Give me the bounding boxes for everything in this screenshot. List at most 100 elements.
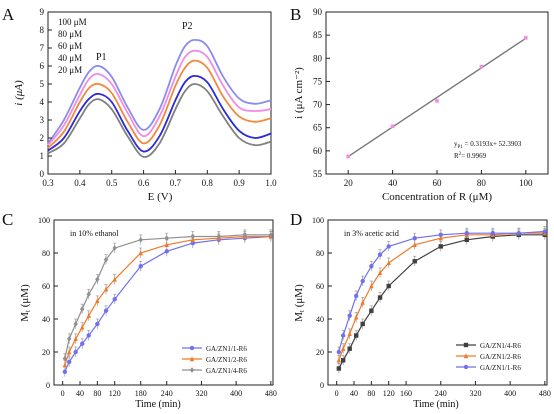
panel-c-data-point: [62, 355, 68, 362]
panel-a-ytick-label: 5: [40, 79, 45, 89]
panel-a-ytick-label: 3: [40, 115, 45, 125]
panel-d-ytick-label: 60: [316, 282, 324, 291]
panel-d-data-point: [377, 295, 383, 300]
panel-c-xtick-label: 0: [61, 389, 65, 398]
panel-d-data-point: [340, 346, 346, 351]
panel-d-xtick-label: 400: [504, 389, 516, 398]
panel-a-legend: 100 μM 80 μM 60 μM 40 μM 20 μM: [58, 17, 87, 75]
panel-b-points: [346, 36, 528, 159]
panel-c-series-line: [64, 235, 271, 366]
panel-a-ytick-label: 7: [40, 43, 45, 53]
panel-a-voltammogram: 0.3 0.4 0.5 0.6 0.7 0.8 0.9 1.0 0 1 2 3 4 5 6 7 8 9 P1 P2…: [13, 7, 277, 203]
panel-d-data-point: [347, 346, 352, 351]
panel-d-data-point: [360, 299, 365, 305]
panel-letter-b: B: [290, 5, 301, 24]
panel-d-legend: GA/ZN1/4-R6 GA/ZN1/2-R6 GA/ZN1/1-R6: [456, 342, 521, 372]
panel-c-release-ethanol: 0 40 80 120 180 240 320 400 480 0 20 40 60 80 100 in 1…: [19, 216, 277, 410]
panel-a-ytick-label: 9: [40, 7, 45, 17]
panel-a-xlabel: E (V): [148, 191, 173, 203]
panel-d-ytick-label: 100: [312, 216, 324, 225]
panel-b-xtick-label: 100: [519, 178, 533, 188]
panel-c-data-point: [86, 313, 91, 318]
panel-a-series-line: [47, 59, 272, 149]
panel-c-legend-marker: [189, 345, 195, 351]
panel-c-data-point: [112, 276, 117, 282]
panel-d-ytick-label: 40: [316, 315, 324, 324]
panel-d-annotation: in 3% acetic acid: [344, 229, 399, 238]
panel-b-ytick-label: 70: [313, 100, 323, 110]
panel-c-ylabel-m: M: [19, 312, 31, 322]
panel-a-frame: [47, 11, 272, 175]
panel-a-legend-label: 40 μM: [58, 53, 82, 63]
fit-equation-rest: = 0.3193x+ 52.3903: [463, 140, 522, 148]
panel-c-data-point: [66, 359, 72, 365]
panel-letter-a: A: [2, 5, 15, 24]
panel-c-data-point: [95, 298, 100, 304]
panel-c-data-point: [66, 336, 72, 342]
panel-a-xtick-label: 1.0: [265, 178, 277, 188]
panel-b-xtick-label: 80: [477, 178, 487, 188]
fit-r2-sup: 2: [459, 152, 462, 157]
panel-d-data-point: [360, 278, 365, 284]
panel-c-ytick-label: 40: [42, 315, 50, 324]
panel-b-ytick-label: 80: [313, 53, 323, 63]
panel-d-frame: [327, 219, 548, 386]
panel-b-ytick-label: 85: [313, 30, 323, 40]
panel-d-data-point: [438, 232, 443, 238]
panel-c-data-point: [95, 276, 100, 283]
panel-b-ylabel: i (μA cm⁻²): [293, 67, 305, 119]
panel-b-xtick-label: 60: [433, 178, 443, 188]
panel-a-ytick-label: 8: [40, 25, 45, 35]
fit-r-squared: R2= 0.9969: [454, 152, 487, 160]
panel-b-calibration: 20 40 60 80 100 55 60 65 70 75 80 85 90 yP1 = 0.3193…: [293, 7, 549, 203]
panel-a-legend-label: 20 μM: [58, 65, 82, 75]
panel-d-xtick-label: 480: [539, 389, 551, 398]
panel-d-legend-marker: [463, 342, 469, 348]
panel-d-series-line: [338, 230, 545, 353]
panel-d-data-point: [353, 293, 359, 299]
panel-c-xtick-label: 480: [265, 389, 277, 398]
panel-d-data-point: [464, 237, 469, 242]
panel-d-data-point: [347, 313, 352, 318]
panel-c-data-point: [79, 324, 85, 330]
panel-d-ylabel: Mt (μM): [293, 284, 306, 322]
fit-equation-sub: P1: [458, 145, 464, 150]
panel-letter-d: D: [290, 210, 302, 229]
panel-c-xtick-label: 320: [195, 389, 207, 398]
panel-d-ylabel-unit: (μM): [293, 284, 305, 310]
panel-d-data-point: [377, 252, 383, 257]
panel-d-data-point: [412, 242, 417, 247]
panel-c-legend-label: GA/ZN1/4-R6: [206, 367, 247, 375]
panel-b-data-point: [524, 36, 528, 40]
panel-a-ytick-label: 6: [40, 61, 45, 71]
panel-c-data-point: [164, 242, 169, 247]
panel-c-data-point: [86, 333, 91, 338]
panel-b-data-point: [390, 124, 395, 129]
fit-r2-r: R: [454, 152, 459, 160]
panel-c-data-point: [73, 321, 78, 327]
panel-c-data-point: [103, 308, 109, 313]
panel-c-data-point: [216, 233, 221, 240]
panel-d-data-point: [369, 283, 374, 289]
panel-b-ytick-label: 65: [313, 123, 323, 133]
panel-a-legend-label: 100 μM: [58, 17, 87, 27]
panel-a-series-line: [47, 83, 272, 158]
panel-d-data-point: [386, 283, 391, 289]
panel-d-ytick-label: 0: [320, 381, 324, 390]
panel-d-xlabel: Time (min): [413, 399, 458, 410]
panel-d-xtick-label: 40: [350, 389, 358, 398]
panel-c-data-point: [73, 336, 78, 341]
panel-b-xtick-label: 40: [388, 178, 398, 188]
panel-c-data-point: [103, 286, 109, 292]
peak-label-p2: P2: [182, 21, 193, 32]
panel-d-data-point: [412, 259, 417, 264]
panel-d-xtick-label: 80: [367, 389, 375, 398]
panel-c-data-point: [112, 297, 117, 302]
panel-a-legend-label: 80 μM: [58, 29, 82, 39]
panel-a-xtick-label: 0.5: [106, 178, 118, 188]
panel-a-xtick-label: 0.6: [138, 178, 150, 188]
panel-c-data-point: [62, 369, 68, 374]
panel-d-ytick-label: 80: [316, 249, 324, 258]
panel-a-ytick-label: 1: [40, 151, 45, 161]
panel-c-data-point: [190, 237, 195, 242]
